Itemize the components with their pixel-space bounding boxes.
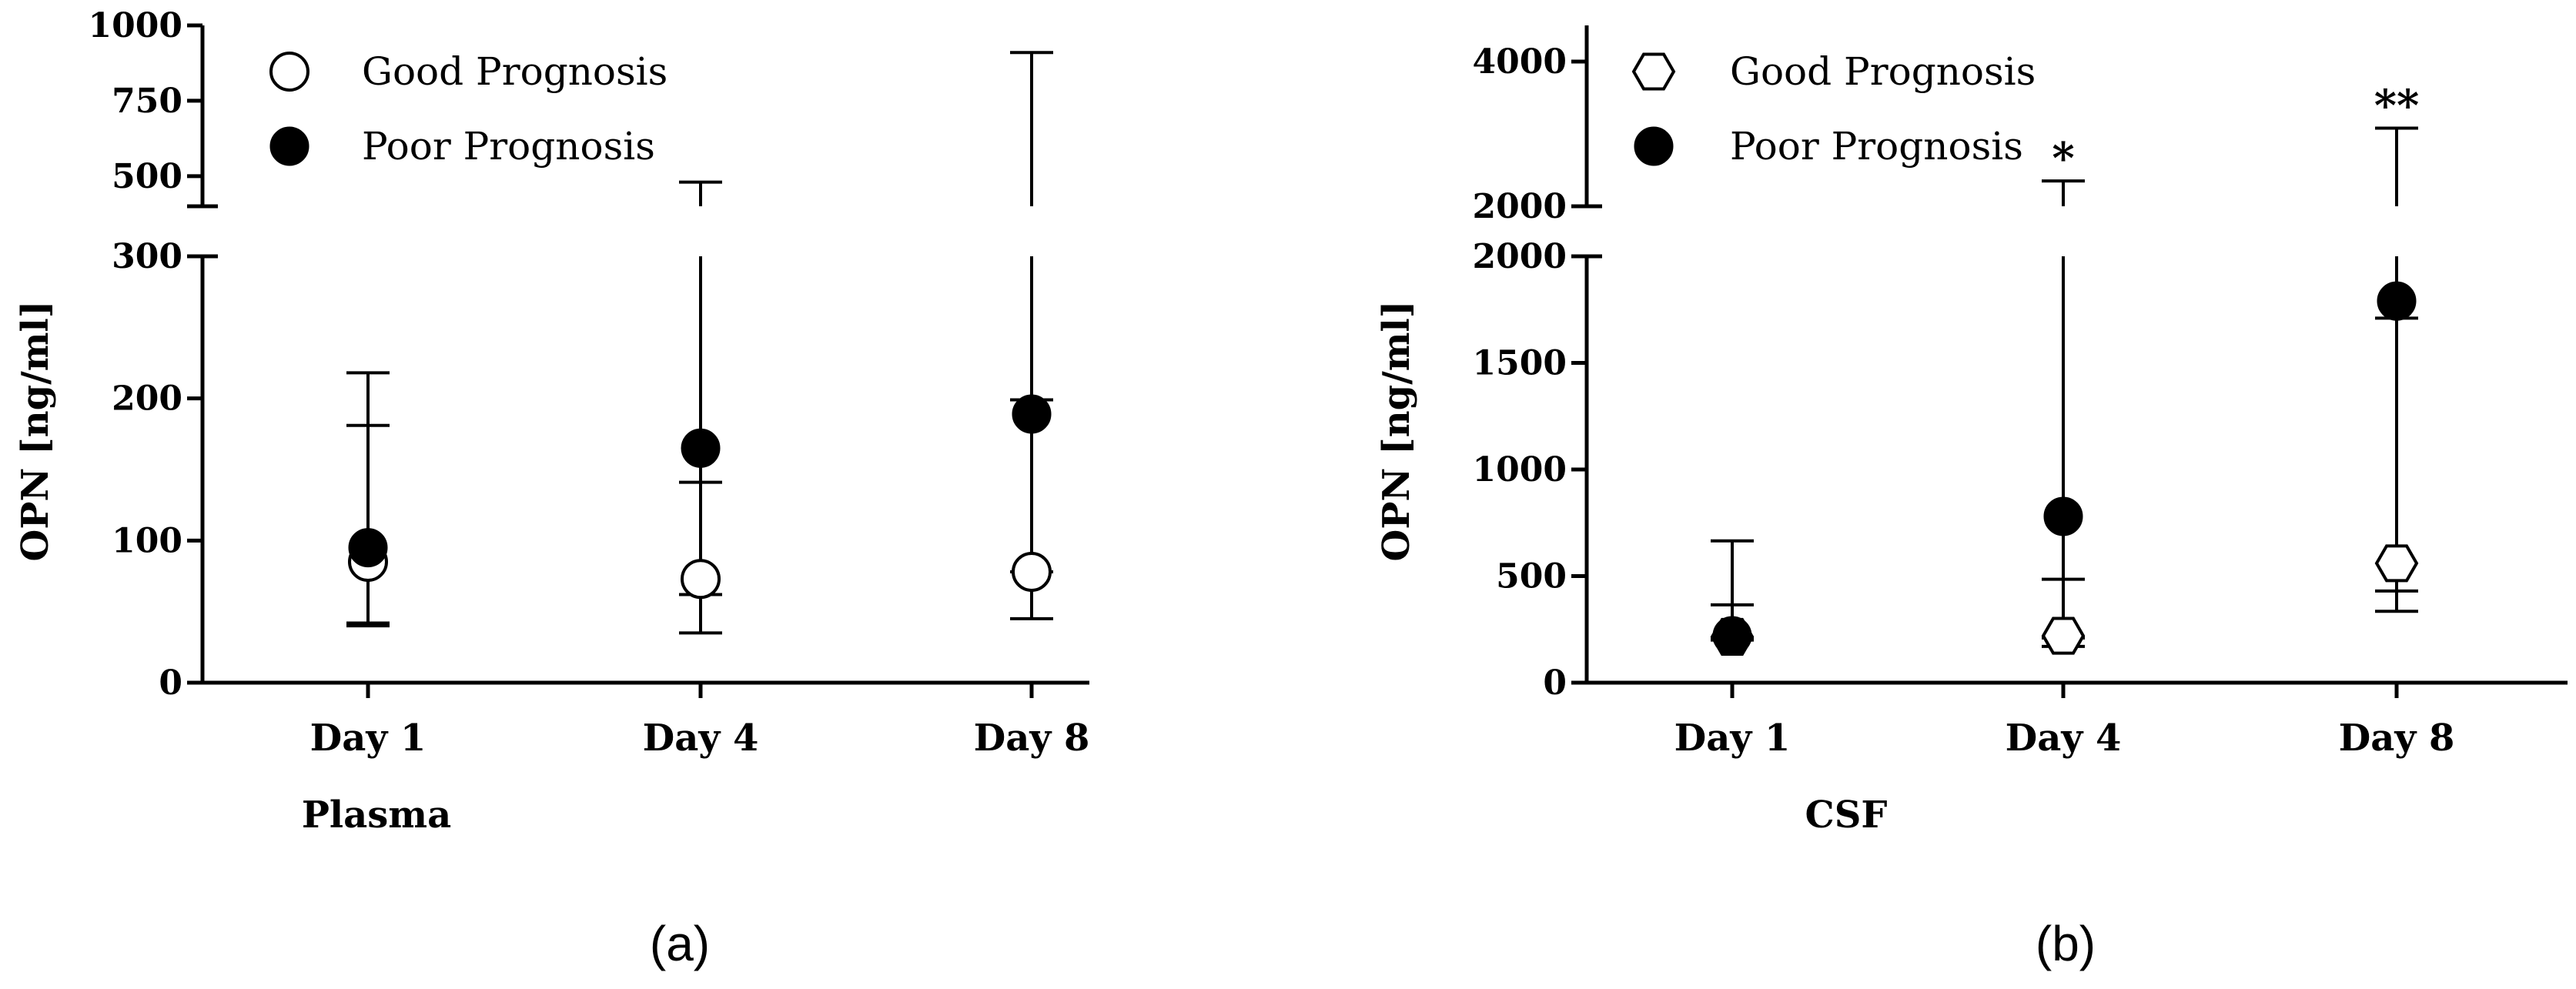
y-tick-label: 2000 <box>1473 187 1567 226</box>
significance-marker: ** <box>2374 80 2420 131</box>
x-tick-label: Day 8 <box>974 717 1090 760</box>
panel-label: (b) <box>2036 916 2096 971</box>
y-tick-label: 1000 <box>89 6 182 45</box>
legend-label: Good Prognosis <box>1730 49 2036 94</box>
legend-marker-poor <box>269 126 309 166</box>
y-tick-label: 200 <box>112 379 182 419</box>
y-tick-label: 750 <box>112 82 182 121</box>
data-point-poor <box>1712 616 1752 656</box>
legend-marker-poor <box>1634 126 1674 166</box>
x-tick-label: Day 4 <box>643 717 759 760</box>
significance-marker: * <box>2052 133 2074 184</box>
data-point-poor <box>2377 281 2417 321</box>
chart-panel-b: 0 500 1000 1500 2000 2000 4000 Day 1 Day 4 Day 8 C… <box>1375 25 2568 971</box>
data-point-poor <box>1012 394 1052 434</box>
data-point-good <box>2041 616 2086 655</box>
data-point-good <box>2374 544 2419 583</box>
x-tick-label: Day 1 <box>310 717 427 760</box>
legend-marker-good <box>1631 52 1676 91</box>
x-axis-title: CSF <box>1805 794 1888 837</box>
x-tick-label: Day 4 <box>2006 717 2122 760</box>
data-point-poor <box>681 428 721 468</box>
data-point-poor <box>348 528 388 568</box>
y-tick-label: 2000 <box>1473 237 1567 276</box>
panel-label: (a) <box>650 916 710 971</box>
legend-label: Good Prognosis <box>362 49 667 94</box>
y-tick-label: 4000 <box>1473 42 1567 82</box>
data-point-good <box>681 559 721 600</box>
data-point-good <box>1012 551 1052 592</box>
chart-panel-a: 0 100 200 300 500 750 1000 Day 1 Day 4 Day 8 Plasm… <box>14 6 1089 971</box>
y-tick-label: 1500 <box>1473 344 1567 383</box>
data-point-poor <box>2043 496 2083 536</box>
y-tick-label: 0 <box>1543 663 1567 703</box>
legend-label: Poor Prognosis <box>1730 124 2023 169</box>
legend-label: Poor Prognosis <box>362 124 655 169</box>
y-tick-label: 500 <box>1496 557 1567 596</box>
y-tick-label: 100 <box>112 521 182 560</box>
legend-marker-good <box>269 52 309 92</box>
y-tick-label: 0 <box>159 663 182 703</box>
x-axis-title: Plasma <box>302 794 451 837</box>
x-tick-label: Day 8 <box>2339 717 2455 760</box>
y-tick-label: 300 <box>112 237 182 276</box>
y-axis-title: OPN [ng/ml] <box>14 301 57 562</box>
x-tick-label: Day 1 <box>1674 717 1791 760</box>
y-tick-label: 500 <box>112 157 182 196</box>
y-axis-title: OPN [ng/ml] <box>1375 301 1418 562</box>
y-tick-label: 1000 <box>1473 450 1567 489</box>
